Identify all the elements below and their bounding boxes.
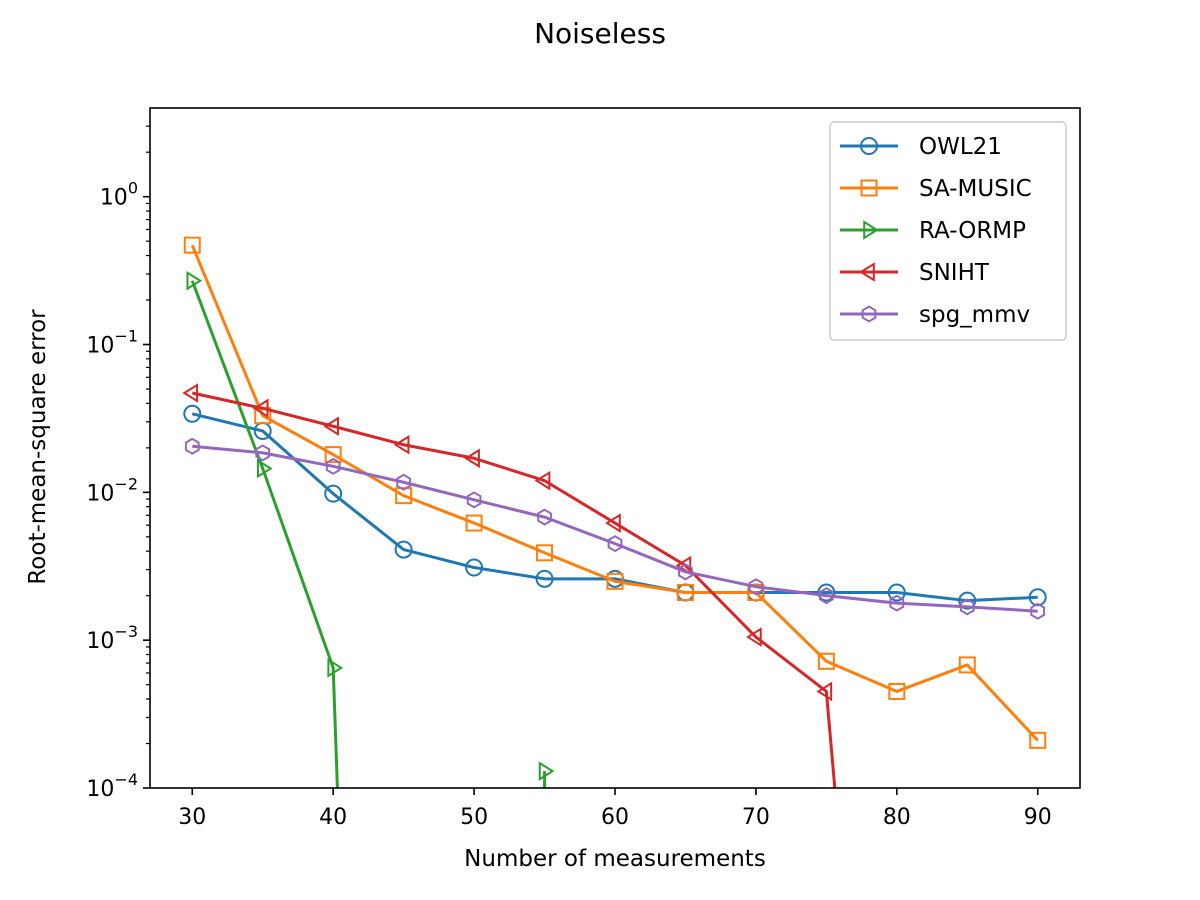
data-point-spg-mmv (255, 444, 271, 462)
x-tick-label: 60 (601, 805, 629, 830)
y-tick-label: 10−1 (86, 327, 138, 359)
data-point-sniht (252, 398, 269, 419)
data-point-spg-mmv (889, 594, 905, 612)
x-tick-label: 30 (178, 805, 206, 830)
legend-entry-spg-mmv: spg_mmv (840, 302, 1030, 328)
data-point-sa-music (606, 572, 624, 590)
legend-label-spg-mmv: spg_mmv (919, 302, 1030, 328)
series-line-ra-ormp (190, 280, 339, 788)
data-point-sniht (675, 555, 692, 576)
data-point-sa-music (395, 487, 413, 505)
data-point-ra-ormp (186, 270, 203, 291)
legend-label-sa-music: SA-MUSIC (919, 176, 1032, 202)
data-point-owl21 (1028, 588, 1047, 607)
plot-area (182, 236, 1047, 788)
series-line-owl21 (191, 412, 1038, 603)
legend-entry-sa-music: SA-MUSIC (840, 176, 1032, 202)
data-point-spg-mmv (678, 563, 693, 581)
x-tick-label: 80 (883, 805, 911, 830)
legend-entry-owl21: OWL21 (840, 134, 1002, 160)
data-point-spg-mmv (184, 437, 200, 455)
series-line-spg-mmv (192, 444, 1038, 613)
y-tick-label: 10−4 (86, 770, 138, 802)
data-point-spg-mmv (466, 491, 482, 509)
data-point-sniht (605, 513, 621, 533)
data-point-owl21 (394, 540, 413, 559)
series-ra-ormp (186, 270, 555, 788)
data-point-owl21 (887, 583, 906, 602)
data-point-sa-music (958, 656, 976, 674)
legend-marker-sa-music (860, 179, 878, 197)
legend-label-owl21: OWL21 (919, 134, 1002, 160)
y-axis-label: Root-mean-square error (25, 309, 51, 585)
data-point-spg-mmv (325, 457, 341, 475)
data-point-sniht (464, 448, 480, 469)
data-point-sniht (746, 627, 762, 647)
series-spg-mmv (184, 437, 1046, 620)
data-point-owl21 (817, 583, 836, 602)
x-tick-label: 90 (1024, 805, 1052, 830)
x-tick-label: 70 (742, 805, 770, 830)
series-line-sa-music (190, 244, 1039, 742)
series-sniht (182, 383, 837, 788)
data-point-owl21 (958, 591, 977, 610)
data-point-sa-music (888, 682, 906, 700)
legend-box (829, 121, 1067, 341)
data-point-spg-mmv (1030, 602, 1046, 620)
data-point-sniht (534, 470, 551, 491)
data-point-ra-ormp (256, 458, 273, 479)
data-point-sa-music (183, 236, 201, 254)
data-point-sniht (393, 434, 410, 455)
data-point-sniht (816, 681, 833, 702)
series-owl21 (183, 404, 1047, 610)
y-tick-label: 10−3 (86, 622, 138, 654)
data-point-ra-ormp (327, 658, 344, 678)
data-point-owl21 (183, 404, 202, 423)
series-sa-music (183, 236, 1047, 749)
data-point-spg-mmv (396, 473, 412, 491)
legend-entry-ra-ormp: RA-ORMP (840, 218, 1026, 244)
data-point-spg-mmv (537, 508, 552, 526)
chart-title: Noiseless (534, 17, 666, 50)
data-point-sa-music (324, 446, 342, 464)
x-tick-label: 40 (319, 805, 347, 830)
data-point-sa-music (747, 584, 765, 602)
legend-label-ra-ormp: RA-ORMP (919, 218, 1026, 244)
data-point-sa-music (465, 514, 483, 532)
data-point-owl21 (324, 484, 343, 503)
data-point-ra-ormp (538, 761, 555, 781)
data-point-sa-music (536, 544, 554, 562)
legend-marker-spg-mmv (861, 305, 877, 323)
y-tick-label: 10−2 (86, 474, 138, 506)
data-point-owl21 (465, 558, 484, 577)
axes: 30 40 50 60 70 80 90 100 10−1 10−2 10−3 10−4 (86, 107, 1081, 830)
x-axis-label: Number of measurements (464, 846, 766, 872)
y-tick-label: 100 (100, 179, 138, 211)
legend-marker-sniht (859, 262, 875, 282)
data-point-sniht (323, 416, 339, 437)
legend-marker-ra-ormp (863, 220, 879, 240)
legend-marker-owl21 (860, 137, 878, 155)
data-point-spg-mmv (607, 535, 623, 553)
data-point-sa-music (1029, 731, 1047, 749)
data-point-sniht (182, 383, 199, 403)
legend: OWL21 SA-MUSIC RA-ORMP SNIHT spg_mmv (829, 121, 1067, 341)
data-point-spg-mmv (818, 587, 834, 605)
data-point-sa-music (817, 652, 835, 670)
series-line-sniht (191, 391, 837, 788)
data-point-sa-music (676, 584, 694, 602)
x-tick-label: 50 (460, 805, 488, 830)
legend-entry-sniht: SNIHT (840, 260, 990, 286)
data-point-owl21 (535, 569, 554, 588)
legend-label-sniht: SNIHT (919, 260, 990, 286)
data-point-spg-mmv (959, 598, 975, 616)
data-point-spg-mmv (748, 578, 764, 596)
